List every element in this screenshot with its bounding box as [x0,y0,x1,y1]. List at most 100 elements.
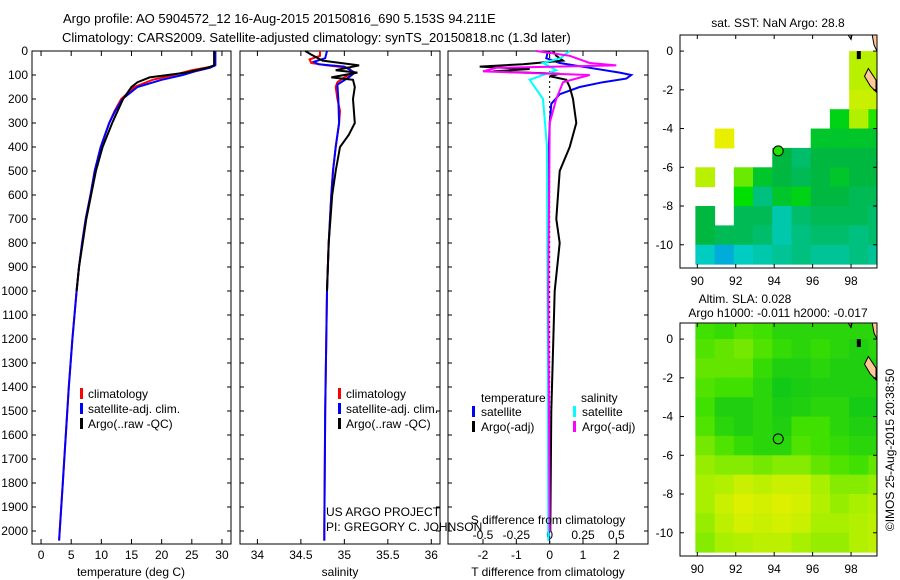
map-cell [695,167,716,188]
legend-label: Argo(-adj) [582,420,635,434]
argo-position-marker [772,145,784,157]
map-cell [753,225,773,246]
map-cell [849,167,869,188]
map-cell [810,323,831,340]
x-tick-label: 5 [68,548,75,562]
y-tick-label: 900 [8,260,28,274]
map-cell [791,167,812,188]
legend-swatch [338,388,341,399]
x-tick-label: 0 [38,548,45,562]
x-tick-label: 92 [729,274,743,288]
map-cell [849,147,869,168]
map-cell [810,494,831,514]
map-cell [791,147,812,168]
legend-header-salinity: salinity [581,391,618,405]
map-cell [772,513,792,534]
series-line-t-argo-adj- [479,50,578,532]
figure-title-line2: Climatology: CARS2009. Satellite-adjuste… [62,30,571,45]
map-cell [733,358,754,379]
map-cell [714,532,735,553]
x-tick-label: 94 [767,562,781,576]
panel-xlabel-salinity: salinity [322,565,359,579]
map-cell [849,206,869,226]
map-cell [849,109,869,130]
map-cell [695,416,716,437]
legend-swatch [338,418,341,429]
y-tick-label: 700 [8,212,28,226]
map-cell [772,377,792,398]
map-cell [695,397,716,418]
map-cell [829,474,850,495]
x-tick-label: 96 [806,562,820,576]
legend-label: satellite [481,405,522,419]
map-cell [868,513,877,534]
map-cell [695,474,716,495]
map-cell [714,435,735,456]
map-cell [868,51,877,71]
legend-label: climatology [346,387,406,401]
map-cell [791,397,812,418]
map-cell [829,416,850,437]
map-cell [868,416,877,437]
legend-label: satellite-adj. clim. [346,402,438,416]
y-tick-label: 1300 [1,356,28,370]
x-tick-label: 94 [767,274,781,288]
map-cell [829,339,850,359]
map-cell [714,358,735,379]
y-tick-label: 1900 [1,500,28,514]
map-cell [829,109,850,130]
map-cell [849,474,869,495]
y-tick-label: -2 [662,371,673,385]
x-tick-label: 35 [338,548,352,562]
map-cell [849,397,869,418]
map-cell [868,494,877,514]
map-cell [791,455,812,476]
y-tick-label: 1000 [1,284,28,298]
map-cell [810,474,831,495]
map-cell [753,397,773,418]
map-cell [849,435,869,456]
map-cell [810,416,831,437]
map-cell [753,513,773,534]
map-cell [772,225,792,246]
land-islet-small [856,339,861,348]
legend-header-temperature: temperature [481,391,546,405]
map-cell [810,186,831,207]
map-cell [868,89,877,110]
x-tick-label: 96 [806,274,820,288]
y-tick-label: 2000 [1,524,28,538]
map-cell [695,455,716,476]
map-cell [753,532,773,553]
map-cell [829,532,850,553]
map-cell [810,167,831,188]
land-island [863,355,877,381]
panel-xlabel-sdiff: S difference from climatology [471,513,626,527]
legend-swatch [573,406,576,417]
y-tick-label: -4 [662,410,673,424]
map-cell [868,225,877,246]
map-cell [714,474,735,495]
legend-swatch [338,403,341,414]
legend-swatch [80,418,83,429]
map-cell [829,377,850,398]
map-cell [714,455,735,476]
map-cell [868,167,877,188]
x-tick-label: 92 [729,562,743,576]
map-cell [772,494,792,514]
y-tick-label: -8 [662,487,673,501]
map-cell [849,225,869,246]
sst-map-panel: 90 92 94 96 98 0 -2 -4 -6 -8 -10 [656,34,878,288]
map-cell [868,435,877,456]
map-cell [810,244,831,265]
map-cell [695,532,716,553]
map-cell [791,244,812,265]
x-tick-label: 0 [546,548,553,562]
map-cell [714,323,735,340]
map-frame [679,34,878,269]
x-tick-label: 35.5 [376,548,400,562]
map-cell [849,323,869,340]
figure-title-line1: Argo profile: AO 5904572_12 16-Aug-2015 … [63,11,496,26]
x-tick-label: -1 [511,548,522,562]
map-cell [810,339,831,359]
y-tick-label: 0 [666,44,673,58]
